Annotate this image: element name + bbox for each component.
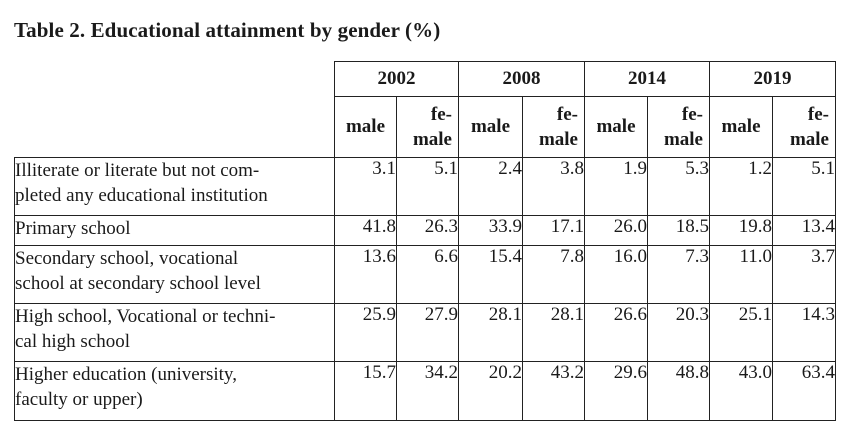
value-cell: 63.4 — [772, 361, 836, 421]
row-label: Illiterate or literate but not com-plete… — [14, 157, 335, 216]
value-cell: 5.3 — [647, 157, 710, 216]
attainment-table: 2002 2008 2014 2019 male fe-male male fe… — [14, 61, 836, 421]
row-label: High school, Vocational or techni-cal hi… — [14, 303, 335, 362]
value-cell: 17.1 — [522, 215, 585, 246]
value-cell: 5.1 — [396, 157, 459, 216]
header-corner — [14, 61, 335, 158]
value-cell: 18.5 — [647, 215, 710, 246]
value-cell: 3.8 — [522, 157, 585, 216]
female-header: fe-male — [396, 96, 459, 158]
table-row: Illiterate or literate but not com-plete… — [14, 157, 836, 216]
value-cell: 1.9 — [584, 157, 648, 216]
value-cell: 20.2 — [458, 361, 523, 421]
value-cell: 14.3 — [772, 303, 836, 362]
value-cell: 34.2 — [396, 361, 459, 421]
value-cell: 11.0 — [709, 245, 773, 304]
table-row: Secondary school, vocational school at se… — [14, 245, 836, 304]
value-cell: 43.2 — [522, 361, 585, 421]
value-cell: 33.9 — [458, 215, 523, 246]
male-header: male — [334, 96, 397, 158]
value-cell: 41.8 — [334, 215, 397, 246]
value-cell: 5.1 — [772, 157, 836, 216]
value-cell: 7.3 — [647, 245, 710, 304]
year-header: 2014 — [584, 61, 710, 97]
value-cell: 26.6 — [584, 303, 648, 362]
value-cell: 15.4 — [458, 245, 523, 304]
year-header-row: 2002 2008 2014 2019 — [14, 61, 836, 158]
value-cell: 28.1 — [458, 303, 523, 362]
value-cell: 20.3 — [647, 303, 710, 362]
year-header: 2008 — [458, 61, 585, 97]
female-header: fe-male — [522, 96, 585, 158]
value-cell: 16.0 — [584, 245, 648, 304]
female-header: fe-male — [772, 96, 836, 158]
value-cell: 3.1 — [334, 157, 397, 216]
value-cell: 25.9 — [334, 303, 397, 362]
male-header: male — [458, 96, 523, 158]
value-cell: 7.8 — [522, 245, 585, 304]
row-label: Higher education (university, faculty or … — [14, 361, 335, 421]
table-title: Table 2. Educational attainment by gende… — [14, 18, 441, 42]
value-cell: 26.0 — [584, 215, 648, 246]
value-cell: 27.9 — [396, 303, 459, 362]
value-cell: 28.1 — [522, 303, 585, 362]
year-header: 2019 — [709, 61, 836, 97]
male-header: male — [584, 96, 648, 158]
value-cell: 15.7 — [334, 361, 397, 421]
gender-header-row: male fe-male male fe-male male fe-male m… — [15, 96, 836, 158]
value-cell: 48.8 — [647, 361, 710, 421]
value-cell: 25.1 — [709, 303, 773, 362]
value-cell: 6.6 — [396, 245, 459, 304]
value-cell: 13.4 — [772, 215, 836, 246]
value-cell: 26.3 — [396, 215, 459, 246]
value-cell: 43.0 — [709, 361, 773, 421]
year-header: 2002 — [334, 61, 459, 97]
male-header: male — [709, 96, 773, 158]
table-row: Higher education (university, faculty or … — [14, 361, 836, 421]
table-row: High school, Vocational or techni-cal hi… — [14, 303, 836, 362]
row-label: Primary school — [14, 215, 335, 246]
value-cell: 3.7 — [772, 245, 836, 304]
value-cell: 1.2 — [709, 157, 773, 216]
value-cell: 2.4 — [458, 157, 523, 216]
table-row: Primary school 41.8 26.3 33.9 17.1 26.0 … — [14, 215, 836, 246]
row-label: Secondary school, vocational school at se… — [14, 245, 335, 304]
female-header: fe-male — [647, 96, 710, 158]
value-cell: 13.6 — [334, 245, 397, 304]
value-cell: 29.6 — [584, 361, 648, 421]
value-cell: 19.8 — [709, 215, 773, 246]
